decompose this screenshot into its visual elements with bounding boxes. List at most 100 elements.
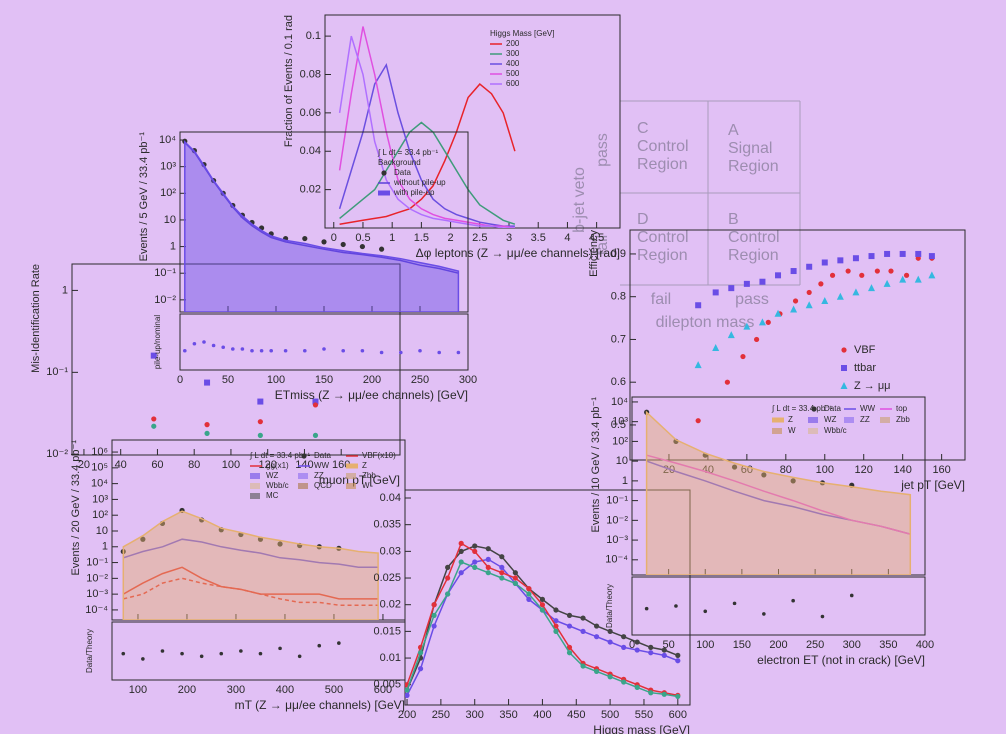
legend-swatch xyxy=(811,406,817,412)
legend-label: ttbar xyxy=(854,362,876,374)
ratio-point xyxy=(239,649,243,653)
plot-area xyxy=(644,409,912,575)
data-point xyxy=(868,284,876,292)
data-point xyxy=(661,652,667,658)
ratio-point xyxy=(303,348,307,353)
ratio-point xyxy=(399,350,403,355)
data-point xyxy=(765,319,771,325)
legend-label: with pile-up xyxy=(393,188,435,197)
ratio-point xyxy=(820,614,825,619)
ratio-point xyxy=(199,654,204,659)
region-diagram: C Control Region A Signal Region D Contr… xyxy=(571,100,801,331)
data-point xyxy=(621,679,627,685)
data-point xyxy=(761,472,767,478)
data-point xyxy=(553,607,559,613)
data-point xyxy=(566,650,573,656)
data-point xyxy=(458,570,464,576)
ratio-point xyxy=(337,641,341,645)
data-point xyxy=(806,289,812,296)
ratio-point xyxy=(250,348,254,353)
x-tick-label: 300 xyxy=(843,639,861,651)
data-point xyxy=(852,255,859,262)
legend-swatch xyxy=(840,382,848,389)
cell-text: Control xyxy=(637,138,689,155)
x-tick-label: 0 xyxy=(177,374,183,386)
data-point xyxy=(928,253,935,260)
x-tick-label: 4 xyxy=(564,232,570,244)
series-line xyxy=(339,121,516,225)
ratio-point xyxy=(283,348,288,353)
plot-area xyxy=(405,540,681,700)
y-tick-label: 10³ xyxy=(92,493,108,505)
data-point xyxy=(431,612,437,618)
data-point xyxy=(593,623,600,629)
data-point xyxy=(888,268,894,274)
data-point xyxy=(774,309,782,317)
axis-label: b-jet veto xyxy=(571,167,588,233)
data-point xyxy=(312,402,319,408)
data-point xyxy=(539,596,546,602)
data-point xyxy=(257,432,263,438)
chart-panel: 0.005 0.01 0.015 0.02 0.025 0.03 0.035 0.04 200 2… xyxy=(373,489,691,734)
data-point xyxy=(661,691,667,697)
data-point xyxy=(675,652,681,658)
data-point xyxy=(151,423,157,429)
data-point xyxy=(836,292,844,300)
legend-label: Zbb xyxy=(362,471,376,480)
plot-area xyxy=(150,352,319,438)
y-tick-label: 0.04 xyxy=(380,492,401,504)
data-point xyxy=(694,361,702,369)
y-tick-label: 0.03 xyxy=(380,545,401,557)
legend-swatch xyxy=(880,417,890,423)
y-tick-label: 10⁻³ xyxy=(606,534,628,546)
y-tick-label: 10⁻⁴ xyxy=(85,604,108,616)
data-point xyxy=(775,272,782,279)
data-point xyxy=(753,336,760,343)
x-tick-label: 600 xyxy=(374,684,392,696)
series-line xyxy=(123,577,379,606)
plot-area xyxy=(182,138,460,312)
ratio-point xyxy=(437,350,442,355)
legend-text: ∫ L dt = 33.4 pb⁻¹ xyxy=(249,451,310,460)
x-tick-label: 150 xyxy=(733,639,751,651)
y-tick-label: 0.1 xyxy=(306,30,321,42)
x-tick-label: 40 xyxy=(115,459,127,471)
y-tick-label: 0.005 xyxy=(373,679,401,691)
x-axis-label: Δφ leptons (Z → μμ/ee channels) [rad] xyxy=(416,246,620,260)
data-point xyxy=(634,684,640,690)
x-tick-label: 80 xyxy=(188,459,200,471)
data-point xyxy=(634,639,640,645)
y-tick-label: 10⁻¹ xyxy=(86,556,108,568)
data-point xyxy=(727,331,735,339)
legend-label: WZ xyxy=(824,415,837,424)
data-point xyxy=(593,668,600,674)
data-point xyxy=(204,422,210,428)
cell-text: B xyxy=(728,211,739,228)
ratio-axis-label: Data/Theory xyxy=(605,584,614,628)
ratio-point xyxy=(221,345,225,350)
y-axis-label: Fraction of Events / 0.1 rad xyxy=(283,15,295,147)
y-tick-label: 0.02 xyxy=(300,184,321,196)
data-point xyxy=(806,263,813,270)
ratio-point xyxy=(219,651,224,656)
y-tick-label: 10⁻³ xyxy=(86,588,108,600)
x-tick-label: 200 xyxy=(769,639,787,651)
ratio-point xyxy=(644,606,649,611)
data-point xyxy=(431,623,437,629)
data-point xyxy=(675,693,681,700)
data-point xyxy=(580,663,586,669)
x-tick-label: 80 xyxy=(780,464,792,476)
legend-label: Wbb/c xyxy=(266,481,289,490)
x-tick-label: 500 xyxy=(601,709,619,721)
data-point xyxy=(899,250,906,257)
cell-text: Signal xyxy=(728,140,772,157)
ratio-point xyxy=(192,341,197,346)
data-point xyxy=(759,278,766,285)
x-tick-label: 350 xyxy=(499,709,517,721)
data-point xyxy=(724,379,730,385)
data-point xyxy=(580,615,586,621)
y-tick-label: 10⁴ xyxy=(159,134,176,146)
data-point xyxy=(731,464,738,470)
